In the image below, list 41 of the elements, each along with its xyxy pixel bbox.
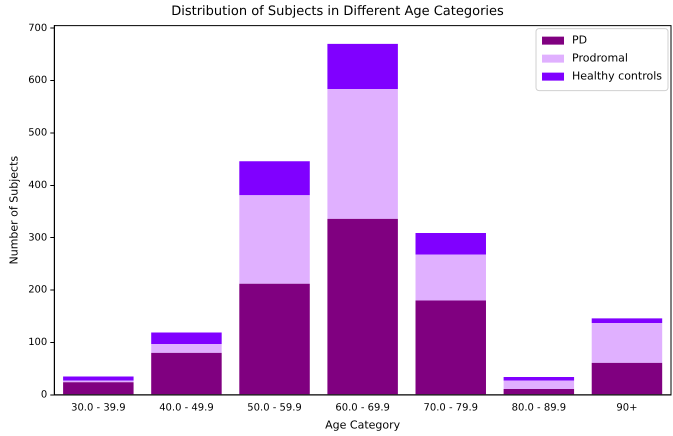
y-tick-label: 700 bbox=[28, 22, 48, 34]
bar bbox=[239, 161, 310, 196]
bar bbox=[592, 318, 662, 324]
bar bbox=[416, 300, 486, 394]
bar bbox=[151, 352, 222, 394]
y-tick-label: 600 bbox=[28, 75, 48, 86]
bar bbox=[504, 389, 574, 394]
bar bbox=[63, 376, 134, 381]
bar bbox=[504, 376, 574, 381]
bar bbox=[327, 88, 398, 219]
bar bbox=[504, 380, 574, 390]
legend-label: PD bbox=[572, 33, 588, 46]
bar bbox=[151, 344, 222, 353]
x-tick-label: 70.0 - 79.9 bbox=[423, 402, 478, 414]
legend-label: Prodromal bbox=[572, 51, 628, 64]
y-axis-title: Number of Subjects bbox=[7, 156, 20, 265]
bar bbox=[592, 362, 662, 394]
legend-label: Healthy controls bbox=[572, 69, 662, 82]
y-tick-label: 100 bbox=[28, 337, 48, 348]
y-tick-label: 500 bbox=[28, 128, 48, 139]
y-tick-label: 0 bbox=[40, 389, 48, 400]
y-tick-label: 300 bbox=[28, 232, 48, 244]
bar bbox=[239, 195, 310, 284]
bar bbox=[151, 332, 222, 344]
x-tick-label: 30.0 - 39.9 bbox=[71, 402, 126, 414]
x-tick-label: 60.0 - 69.9 bbox=[335, 402, 390, 414]
bar bbox=[416, 254, 486, 301]
bar bbox=[327, 44, 398, 89]
bar bbox=[592, 323, 662, 363]
x-axis-title: Age Category bbox=[325, 418, 401, 432]
x-tick-label: 40.0 - 49.9 bbox=[159, 402, 214, 414]
bar bbox=[239, 284, 310, 394]
bar bbox=[416, 232, 486, 254]
bar bbox=[327, 218, 398, 394]
chart-title: Distribution of Subjects in Different Age Categories bbox=[171, 4, 504, 20]
x-tick-label: 80.0 - 89.9 bbox=[512, 402, 566, 414]
y-tick-label: 400 bbox=[28, 180, 48, 191]
x-tick-label: 90+ bbox=[616, 402, 638, 414]
x-tick-label: 50.0 - 59.9 bbox=[247, 402, 302, 414]
bar bbox=[63, 382, 134, 394]
y-tick-label: 200 bbox=[28, 284, 48, 296]
